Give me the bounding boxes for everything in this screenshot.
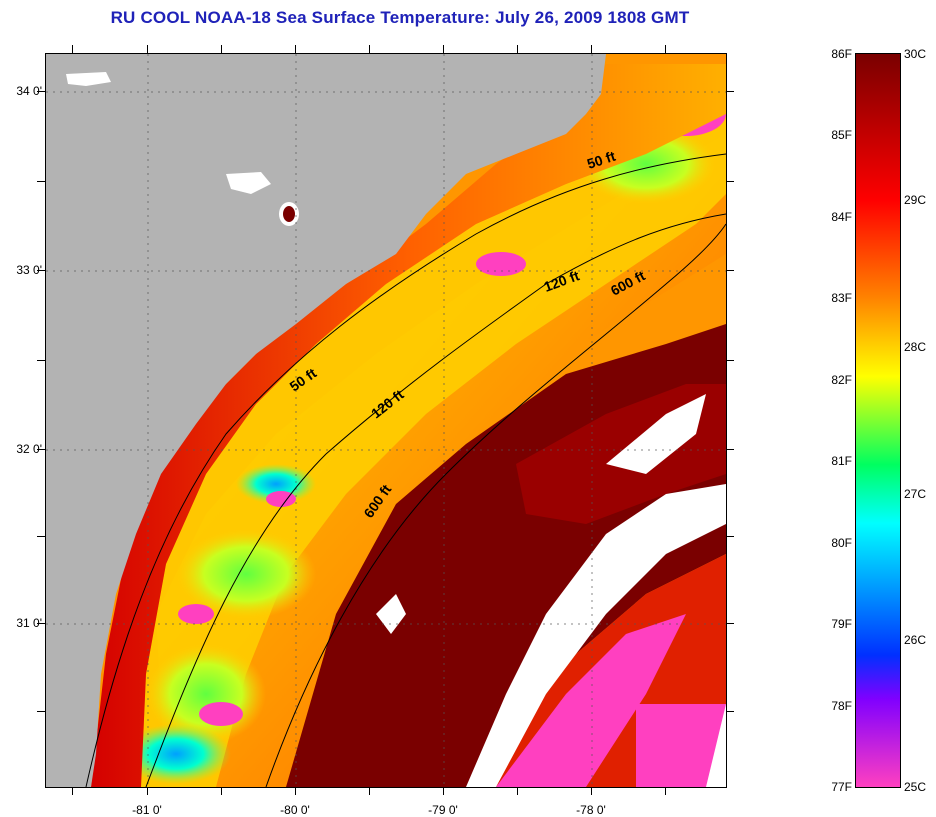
cold-patch [476, 252, 526, 276]
colorbar-f-label: 82F [831, 373, 852, 387]
colorbar-c-label: 25C [904, 780, 927, 794]
cloud-cover [706, 704, 726, 787]
axis-tick [369, 45, 370, 53]
latitude-label: 32 0' [16, 442, 42, 456]
axis-tick [517, 45, 518, 53]
longitude-label: -80 0' [280, 803, 310, 817]
axis-tick [72, 45, 73, 53]
axis-tick [295, 787, 296, 795]
lake [226, 172, 271, 194]
axis-tick [221, 45, 222, 53]
axis-tick [147, 45, 148, 53]
colorbar-f-label: 81F [831, 454, 852, 468]
cloud-cover [606, 394, 706, 474]
longitude-label: -78 0' [576, 803, 606, 817]
map-title: RU COOL NOAA-18 Sea Surface Temperature:… [110, 8, 690, 27]
axis-tick [37, 360, 45, 361]
axis-tick [726, 623, 734, 624]
latitude-label: 34 0' [16, 84, 42, 98]
axis-tick [37, 449, 45, 450]
colorbar-f-label: 86F [831, 47, 852, 61]
offshore-cold-patch [496, 614, 686, 787]
latitude-label: 31 0' [16, 616, 42, 630]
cloud-cover [466, 484, 726, 787]
cold-patch [266, 491, 296, 507]
sst-map-canvas: 50 ft 120 ft 600 ft 50 ft 120 ft 600 ft [46, 54, 726, 787]
nearshore-water [91, 64, 726, 787]
land [46, 54, 606, 787]
axis-tick [517, 787, 518, 795]
axis-tick [369, 787, 370, 795]
temperature-colorbar [855, 53, 901, 788]
axis-tick [37, 91, 45, 92]
axis-tick [37, 181, 45, 182]
longitude-label: -81 0' [132, 803, 162, 817]
axis-tick [726, 449, 734, 450]
colorbar-c-label: 30C [904, 47, 927, 61]
isobath-120ft [145, 213, 726, 787]
axis-tick [591, 45, 592, 53]
axis-tick [726, 360, 734, 361]
axis-tick [726, 181, 734, 182]
latitude-label: 33 0' [16, 263, 42, 277]
axis-tick [665, 45, 666, 53]
colorbar-c-label: 26C [904, 633, 927, 647]
axis-tick [443, 45, 444, 53]
colorbar-f-label: 78F [831, 699, 852, 713]
axis-tick [37, 623, 45, 624]
cold-patch [199, 702, 243, 726]
longitude-label: -79 0' [428, 803, 458, 817]
colorbar-f-label: 79F [831, 617, 852, 631]
isobath-50ft [85, 153, 726, 787]
colorbar-f-label: 77F [831, 780, 852, 794]
axis-tick [147, 787, 148, 795]
cool-patch [176, 529, 316, 619]
colorbar-f-label: 85F [831, 128, 852, 142]
colorbar-c-label: 27C [904, 487, 927, 501]
colorbar-c-label: 29C [904, 193, 927, 207]
axis-tick [221, 787, 222, 795]
isobaths [85, 153, 726, 787]
colorbar-f-label: 80F [831, 536, 852, 550]
graticule [46, 54, 726, 787]
axis-tick [591, 787, 592, 795]
lake [283, 206, 295, 222]
colorbar-f-label: 84F [831, 210, 852, 224]
colorbar-f-label: 83F [831, 291, 852, 305]
lake [66, 72, 111, 86]
axis-tick [37, 270, 45, 271]
axis-tick [37, 536, 45, 537]
inner-shelf-water [141, 114, 726, 787]
sst-map: 50 ft 120 ft 600 ft 50 ft 120 ft 600 ft [45, 53, 727, 788]
axis-tick [726, 91, 734, 92]
axis-tick [37, 711, 45, 712]
axis-tick [726, 536, 734, 537]
axis-tick [665, 787, 666, 795]
axis-tick [726, 711, 734, 712]
axis-tick [726, 270, 734, 271]
axis-tick [443, 787, 444, 795]
axis-tick [295, 45, 296, 53]
axis-tick [72, 787, 73, 795]
colorbar-c-label: 28C [904, 340, 927, 354]
cold-patch [178, 604, 214, 624]
isobath-600ft [265, 223, 726, 787]
